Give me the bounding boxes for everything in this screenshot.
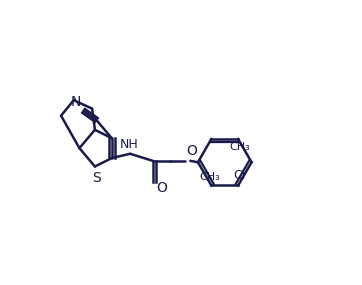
Text: N: N <box>71 95 81 109</box>
Text: S: S <box>92 171 101 185</box>
Text: CH₃: CH₃ <box>229 142 250 152</box>
Text: CH₃: CH₃ <box>199 172 220 182</box>
Text: NH: NH <box>119 138 138 151</box>
Text: Cl: Cl <box>233 169 246 182</box>
Text: O: O <box>156 181 167 195</box>
Text: O: O <box>187 144 198 158</box>
